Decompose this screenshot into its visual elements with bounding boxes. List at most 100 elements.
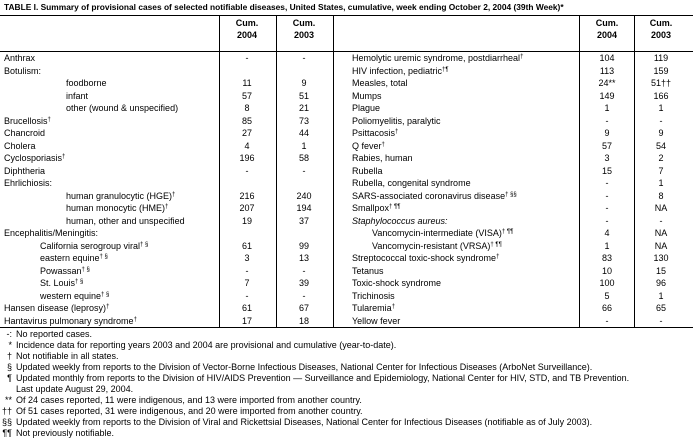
row-label: St. Louis† § <box>40 278 83 289</box>
cell-value: - <box>245 165 249 176</box>
cell-value: 61 <box>241 240 252 251</box>
row-label: HIV infection, pediatric†¶ <box>352 66 449 77</box>
row-label: human granulocytic (HGE)† <box>66 191 175 202</box>
row-label: Toxic-shock syndrome <box>352 278 441 289</box>
disease-name: Measles, total <box>352 78 408 88</box>
disease-name: Smallpox <box>352 203 390 213</box>
cell-value: 4 <box>244 140 250 151</box>
row-label: Poliomyelitis, paralytic <box>352 116 441 127</box>
row-label: Trichinosis <box>352 291 395 302</box>
disease-name: foodborne <box>66 78 107 88</box>
disease-name: Plague <box>352 103 381 113</box>
cell-value: 65 <box>655 303 666 313</box>
rule <box>0 51 693 52</box>
cell-value: 85 <box>241 115 252 126</box>
footnote-text: Not notifiable in all states. <box>16 351 119 361</box>
cell-value: 54 <box>655 140 666 151</box>
cell-value: - <box>245 53 249 63</box>
footnote-ref: † <box>391 304 396 310</box>
cell-value: - <box>245 265 249 276</box>
cell-value: 21 <box>298 103 309 113</box>
footnote-text: Of 51 cases reported, 31 were indigenous… <box>16 406 363 416</box>
footnote-text: Updated weekly from reports to the Divis… <box>16 417 593 427</box>
cell-value: NA <box>654 203 668 213</box>
column-header: Cum. <box>235 18 259 28</box>
disease-name: California serogroup viral <box>40 240 141 251</box>
column-rule <box>276 15 277 327</box>
row-label: Rubella, congenital syndrome <box>352 178 471 189</box>
footnote-mark: †† <box>2 406 13 416</box>
row-label: Cyclosporiasis† <box>4 153 65 164</box>
row-label: Plague <box>352 103 380 114</box>
disease-name: Anthrax <box>4 53 36 63</box>
footnote-ref: † § <box>75 279 84 285</box>
cell-value: 216 <box>239 190 255 201</box>
row-label: western equine† § <box>40 291 109 302</box>
disease-name: infant <box>66 90 89 101</box>
disease-name: Vancomycin-resistant (VRSA) <box>372 240 491 251</box>
disease-name: Staphylococcus aureus: <box>352 215 448 226</box>
row-label: Ehrlichiosis: <box>4 178 52 189</box>
cell-value: 9 <box>658 128 664 138</box>
footnote-text: Updated monthly from reports to the Divi… <box>16 373 630 383</box>
footnote-ref: † ¶¶ <box>389 204 401 210</box>
disease-name: human, other and unspecified <box>66 215 185 226</box>
footnote-ref: † § <box>101 291 110 298</box>
footnote-ref: †¶ <box>442 66 449 73</box>
footnote-ref: † <box>133 316 137 323</box>
cell-value: 3 <box>244 253 250 263</box>
disease-name: SARS-associated coronavirus disease <box>352 190 506 201</box>
disease-name: Rabies, human <box>352 153 413 163</box>
column-header: 2003 <box>293 30 315 40</box>
row-label: Cholera <box>4 141 36 152</box>
column-header: 2004 <box>236 30 258 40</box>
cell-value: 18 <box>298 315 309 326</box>
cell-value: - <box>302 290 306 301</box>
cell-value: 7 <box>244 278 250 288</box>
cell-value: 7 <box>658 165 664 176</box>
footnote-ref: † <box>172 191 176 198</box>
disease-name: Tularemia <box>352 303 392 313</box>
row-label: Measles, total <box>352 78 408 89</box>
cell-value: 5 <box>604 290 610 301</box>
cell-value: 100 <box>599 278 615 288</box>
disease-name: Toxic-shock syndrome <box>352 278 442 288</box>
cell-value: 8 <box>658 190 664 201</box>
footnote-text: Not previously notifiable. <box>16 428 115 438</box>
cell-value: 67 <box>298 303 309 313</box>
cell-value: 8 <box>244 103 250 113</box>
column-header: Cum. <box>649 18 673 28</box>
disease-name: other (wound & unspecified) <box>66 103 179 113</box>
disease-name: Mumps <box>352 90 382 101</box>
disease-name: Encephalitis/Meningitis: <box>4 228 99 238</box>
cell-value: 119 <box>653 53 669 63</box>
column-header: 2003 <box>650 30 672 40</box>
footnote-ref: † ¶¶ <box>490 241 502 248</box>
cell-value: 196 <box>239 153 255 163</box>
footnote-mark: ¶¶ <box>2 428 12 438</box>
cell-value: 24** <box>598 78 616 88</box>
footnote-ref: † <box>47 116 51 123</box>
disease-name: HIV infection, pediatric <box>352 65 443 76</box>
disease-name: Hemolytic uremic syndrome, postdiarrheal <box>352 53 521 63</box>
footnote-mark: ** <box>4 395 12 405</box>
cell-value: 39 <box>298 278 309 288</box>
column-header: Cum. <box>595 18 619 28</box>
disease-name: Poliomyelitis, paralytic <box>352 115 441 126</box>
cell-value: 4 <box>604 228 610 238</box>
cell-value: - <box>245 290 249 301</box>
cell-value: 58 <box>298 153 309 163</box>
footnote-text: Last update August 29, 2004. <box>16 384 134 394</box>
cell-value: 149 <box>599 90 615 101</box>
footnote-mark: ¶ <box>7 373 12 383</box>
cell-value: 10 <box>601 265 612 276</box>
cell-value: - <box>605 215 609 226</box>
row-label: foodborne <box>66 78 107 89</box>
footnote-text: No reported cases. <box>16 329 93 339</box>
row-label: Vancomycin-resistant (VRSA)† ¶¶ <box>372 241 502 252</box>
cell-value: 51†† <box>650 78 672 88</box>
row-label: California serogroup viral† § <box>40 241 148 252</box>
row-label: Staphylococcus aureus: <box>352 216 448 227</box>
rule <box>0 327 693 328</box>
footnote-ref: † <box>496 254 500 260</box>
